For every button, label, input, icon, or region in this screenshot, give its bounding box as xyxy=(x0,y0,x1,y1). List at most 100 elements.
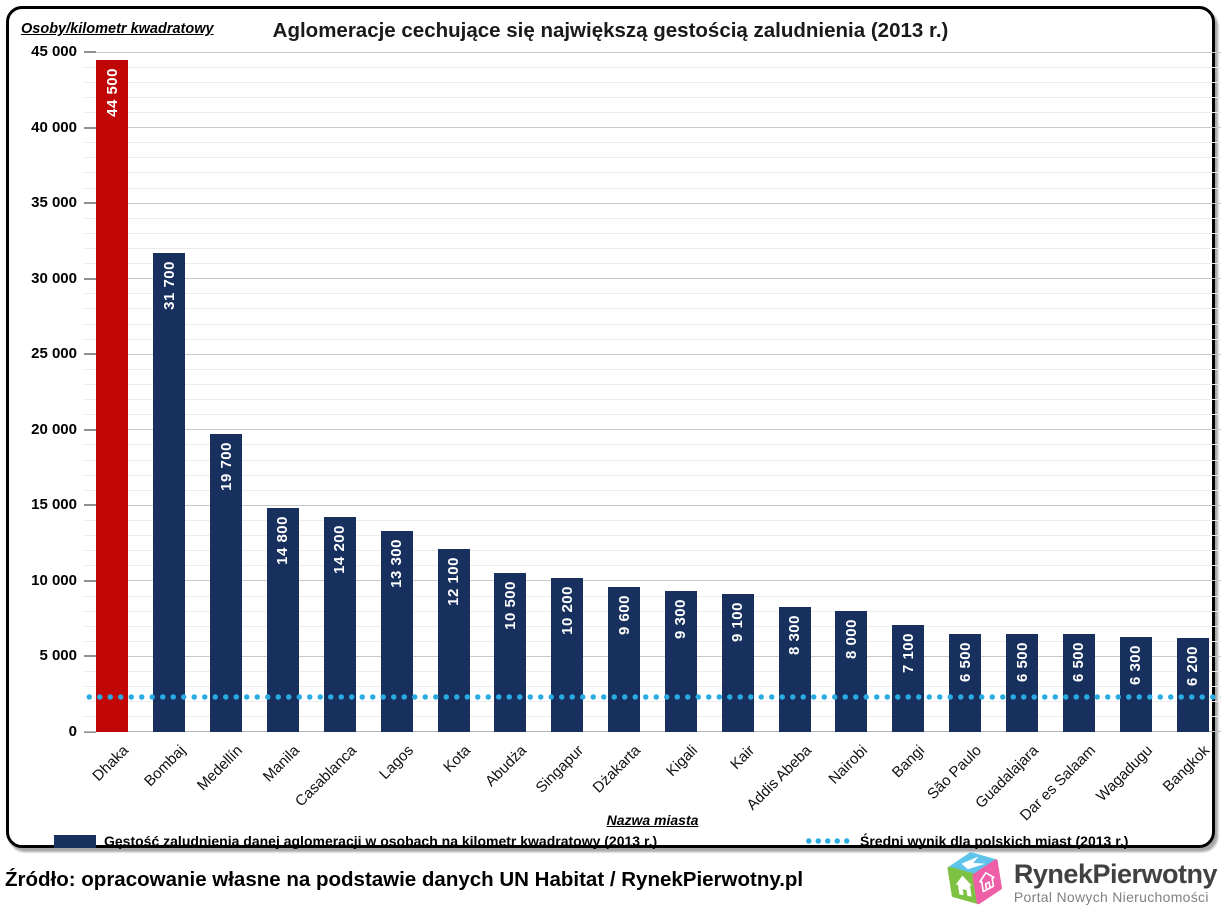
bar-value-label: 10 500 xyxy=(501,581,519,631)
rynekpierwotny-logo: RynekPierwotny Portal Nowych Nieruchomoś… xyxy=(946,850,1218,913)
gridline-minor xyxy=(84,459,1221,461)
y-axis-tick xyxy=(84,504,96,507)
gridline-major xyxy=(84,655,1221,657)
gridline-minor xyxy=(84,323,1221,325)
gridline-minor xyxy=(84,172,1221,174)
gridline-minor xyxy=(84,232,1221,234)
bar-bangkok: 6 200 xyxy=(1176,638,1209,732)
y-axis-tick xyxy=(84,51,96,53)
legend-item-average: Średni wynik dla polskich miast (2013 r.… xyxy=(804,831,1128,851)
logo-tagline: Portal Nowych Nieruchomości xyxy=(1013,889,1209,906)
bar-value-label: 7 100 xyxy=(899,632,917,673)
x-axis-tick-label: Lagos xyxy=(375,742,417,783)
y-axis-tick xyxy=(84,579,96,582)
bar-medellín: 19 700 xyxy=(210,434,243,732)
gridline-minor xyxy=(84,595,1221,597)
bar-value-label: 14 200 xyxy=(331,525,349,575)
gridline-minor xyxy=(84,66,1221,68)
gridline-major xyxy=(84,580,1221,582)
gridline-minor xyxy=(84,111,1221,113)
x-axis-tick-label: Medellín xyxy=(194,742,247,795)
x-axis-tick-label: Bangi xyxy=(889,742,929,782)
gridline-minor xyxy=(84,157,1221,159)
x-axis-tick-label: Dżakarta xyxy=(589,742,645,797)
bar-kigali: 9 300 xyxy=(664,591,697,732)
gridline-minor xyxy=(84,338,1221,340)
y-axis-tick xyxy=(84,655,96,658)
average-line xyxy=(84,693,1221,702)
y-axis-tick-label: 5 000 xyxy=(39,647,77,665)
bar-lagos: 13 300 xyxy=(380,531,413,732)
x-axis-title: Nazwa miasta xyxy=(606,812,699,828)
legend-average-label: Średni wynik dla polskich miast (2013 r.… xyxy=(860,833,1129,849)
bar-value-label: 8 000 xyxy=(842,619,860,660)
y-axis-tick-label: 25 000 xyxy=(31,345,77,363)
gridline-minor xyxy=(84,671,1221,673)
gridline-minor xyxy=(84,414,1221,416)
gridline-minor xyxy=(84,444,1221,446)
gridline-minor xyxy=(84,399,1221,401)
gridline-minor xyxy=(84,217,1221,219)
y-axis-tick-label: 35 000 xyxy=(31,194,77,212)
bar-wagadugu: 6 300 xyxy=(1119,636,1152,732)
x-axis-tick-label: Bombaj xyxy=(141,742,190,790)
gridline-minor xyxy=(84,142,1221,144)
bar-value-label: 13 300 xyxy=(388,539,406,588)
gridline-minor xyxy=(84,383,1221,385)
chart-frame: Osoby/kilometr kwadratowy Aglomeracje ce… xyxy=(6,6,1221,851)
y-axis-tick xyxy=(84,202,96,205)
bar-são-paulo: 6 500 xyxy=(949,633,982,732)
bar-value-label: 6 300 xyxy=(1127,644,1145,685)
bar-value-label: 6 500 xyxy=(1070,641,1088,682)
gridline-minor xyxy=(84,247,1221,249)
bar-kair: 9 100 xyxy=(721,594,754,732)
cube-house-icon xyxy=(946,850,1004,913)
x-axis-tick-label: Manila xyxy=(259,742,303,786)
y-axis-tick-label: 40 000 xyxy=(31,118,77,136)
bar-value-label: 9 300 xyxy=(672,599,690,640)
gridline-major xyxy=(84,353,1221,355)
gridline-minor xyxy=(84,474,1221,476)
gridline-major xyxy=(84,278,1221,280)
bar-singapur: 10 200 xyxy=(551,577,584,732)
bar-value-label: 44 500 xyxy=(103,67,121,117)
gridline-minor xyxy=(84,308,1221,310)
bar-value-label: 10 200 xyxy=(558,585,576,635)
bar-value-label: 8 300 xyxy=(786,614,804,655)
gridline-minor xyxy=(84,489,1221,491)
y-axis-tick xyxy=(84,277,96,280)
gridline-major xyxy=(84,504,1221,506)
y-axis-tick-label: 20 000 xyxy=(31,420,77,438)
x-axis-tick-label: Dhaka xyxy=(89,742,133,785)
y-axis-tick-label: 10 000 xyxy=(31,571,77,589)
bar-value-label: 31 700 xyxy=(160,260,178,310)
x-axis-baseline xyxy=(84,731,1221,732)
x-axis-tick-label: Abudża xyxy=(482,742,531,790)
gridline-minor xyxy=(84,565,1221,567)
gridline-minor xyxy=(84,640,1221,642)
x-axis-tick-label: Wagadugu xyxy=(1092,742,1156,805)
gridline-minor xyxy=(84,519,1221,521)
legend-bar-label: Gęstość zaludnienia danej aglomeracji w … xyxy=(104,833,658,849)
y-axis-tick-label: 0 xyxy=(68,723,77,740)
plot-area: 44 500 Dhaka 31 700 Bombaj 19 700 Medellín 14 … xyxy=(84,51,1221,824)
y-axis-tick xyxy=(84,428,96,431)
y-axis-tick-label: 30 000 xyxy=(31,269,77,287)
gridline-major xyxy=(84,429,1221,431)
y-axis-tick-label: 45 000 xyxy=(31,43,77,60)
bar-value-label: 6 500 xyxy=(1013,641,1031,682)
bar-addis-abeba: 8 300 xyxy=(778,606,811,732)
x-axis-tick-label: Bangkok xyxy=(1159,742,1213,796)
gridline-minor xyxy=(84,716,1221,718)
x-axis-tick-label: Nairobi xyxy=(825,742,872,788)
bar-dżakarta: 9 600 xyxy=(608,586,641,732)
legend-item-bars: Gęstość zaludnienia danej aglomeracji w … xyxy=(54,831,657,851)
bar-nairobi: 8 000 xyxy=(835,611,868,732)
y-axis-tick xyxy=(84,731,96,733)
bar-kota: 12 100 xyxy=(437,549,470,732)
gridline-minor xyxy=(84,96,1221,98)
bar-bangi: 7 100 xyxy=(892,624,925,732)
bar-value-label: 6 200 xyxy=(1184,646,1202,687)
bar-value-label: 9 100 xyxy=(729,602,747,643)
